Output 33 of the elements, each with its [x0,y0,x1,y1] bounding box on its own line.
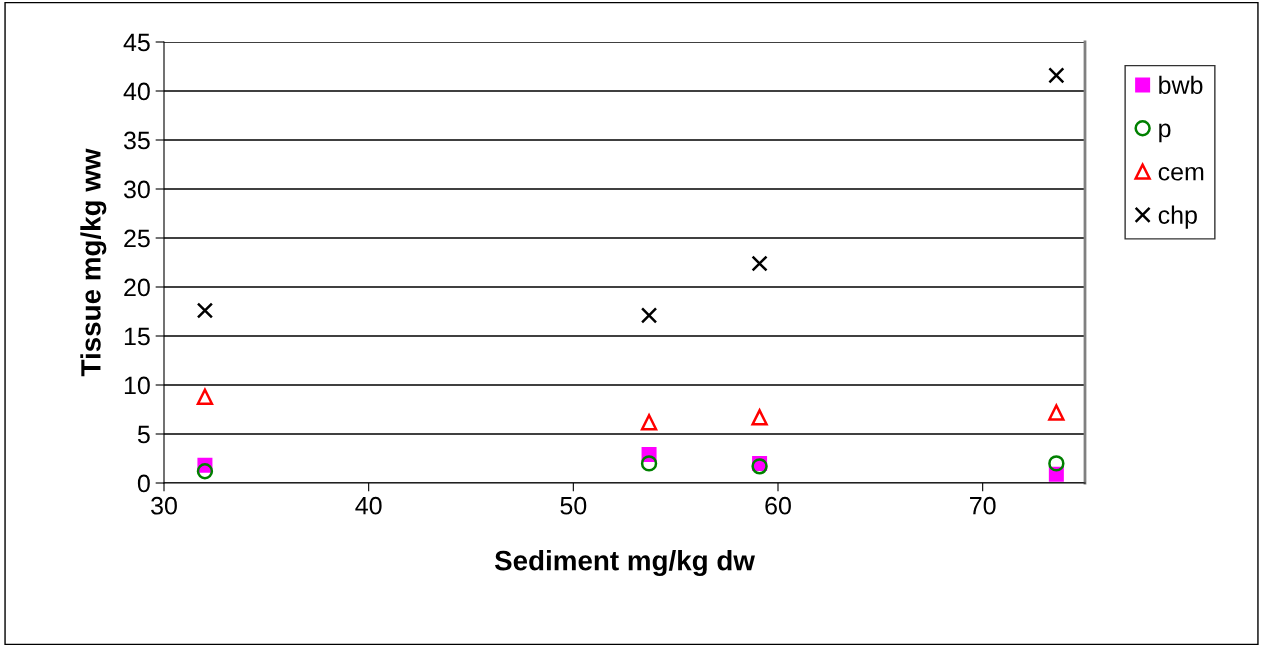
y-tick-label: 20 [124,278,150,297]
y-axis-title: Tissue mg/kg ww [80,148,107,377]
y-tick-label: 35 [123,131,150,150]
point [196,302,214,319]
x-tick-label: 50 [560,496,587,515]
legend-label: bwb [1159,75,1203,94]
point [196,388,214,405]
point [1048,455,1065,472]
point [640,307,658,324]
y-tick-label: 0 [137,474,150,493]
y-tick-label: 30 [123,180,150,199]
point [1048,67,1065,84]
x-tick-label: 70 [970,496,996,515]
y-tick-label: 45 [123,33,150,52]
point [751,255,768,272]
legend-label: cem [1158,166,1204,181]
point [640,455,658,472]
x-tick-label: 60 [765,496,791,515]
y-tick-label: 10 [124,376,150,395]
point [751,458,768,475]
legend-label: chp [1158,205,1197,229]
point [1048,404,1065,421]
legend-label: p [1159,123,1171,143]
x-tick-label: 40 [355,496,382,515]
y-tick-label: 15 [124,327,150,346]
x-axis-title: Sediment mg/kg dw [494,550,755,577]
point [640,414,658,431]
y-tick-label: 40 [123,82,150,101]
x-tick-label: 30 [151,496,177,515]
point [751,409,768,426]
y-tick-label: 5 [137,425,150,444]
y-tick-label: 25 [124,229,150,248]
point [196,463,214,480]
